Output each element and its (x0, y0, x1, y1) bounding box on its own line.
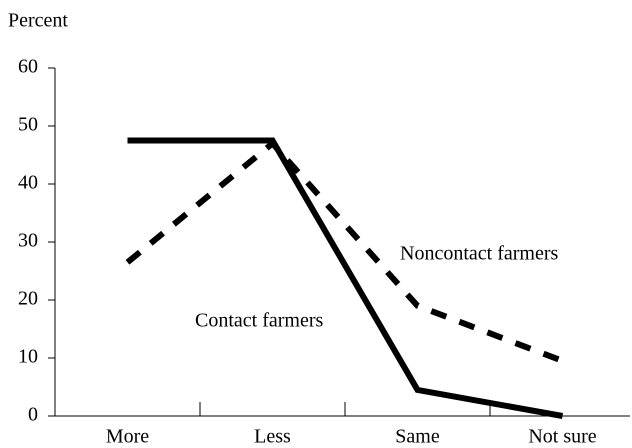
series-label: Noncontact farmers (400, 243, 558, 265)
x-tick-label: More (106, 426, 149, 448)
series-line (127, 137, 564, 419)
x-tick-label: Same (395, 426, 440, 448)
series-line (125, 139, 564, 364)
y-tick-label: 0 (28, 404, 38, 426)
y-tick-label: 50 (18, 114, 38, 136)
y-tick-label: 40 (18, 172, 38, 194)
y-tick-label: 60 (18, 56, 38, 78)
y-tick-label: 10 (18, 346, 38, 368)
x-tick-label: Not sure (528, 426, 596, 448)
x-tick-label: Less (254, 426, 291, 448)
y-axis-label: Percent (8, 10, 68, 32)
y-tick-label: 30 (18, 230, 38, 252)
y-tick-label: 20 (18, 288, 38, 310)
series-label: Contact farmers (195, 310, 323, 332)
